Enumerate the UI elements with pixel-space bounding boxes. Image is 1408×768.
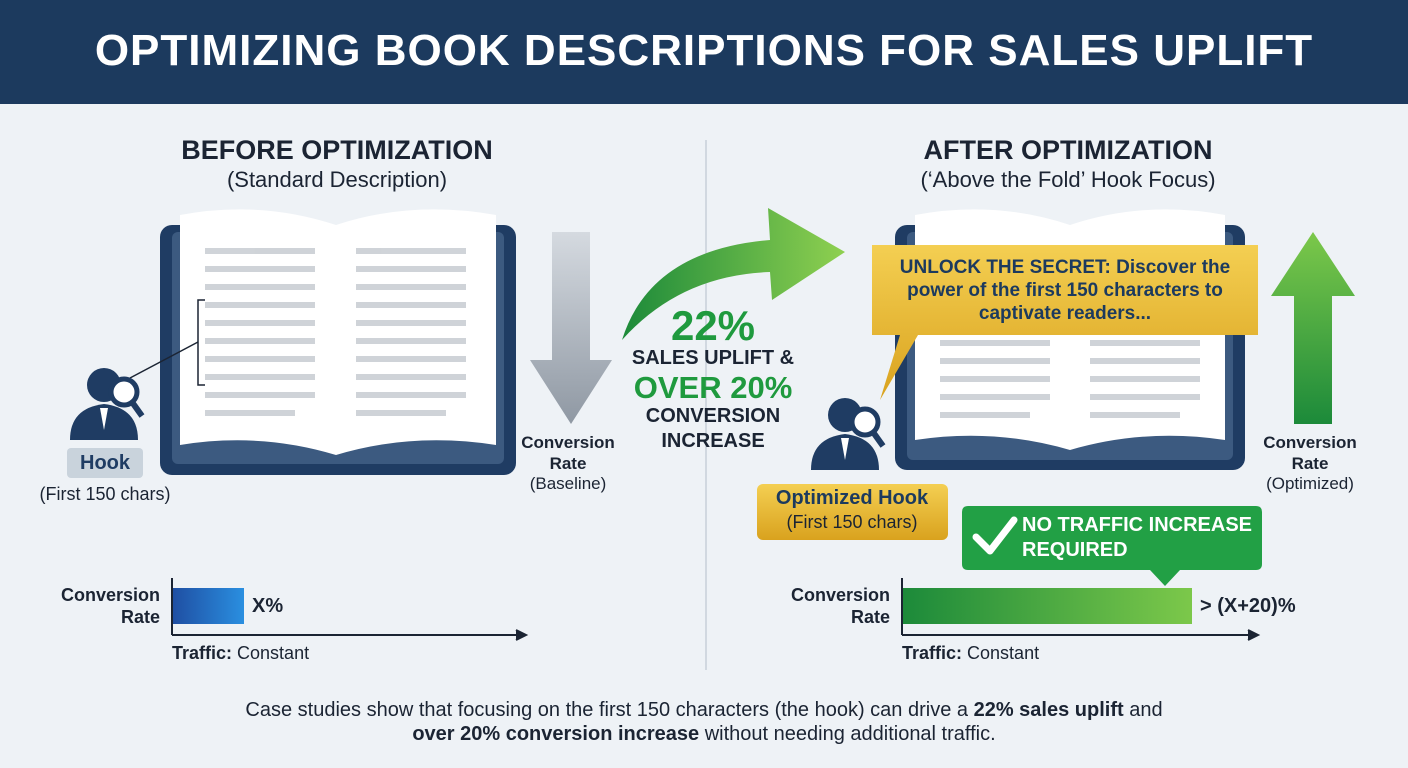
heading: AFTER OPTIMIZATION: [923, 135, 1213, 165]
chart-x-label: Traffic: Constant: [902, 643, 1039, 664]
arrow-note: (Optimized): [1266, 474, 1354, 493]
bar-after: [903, 588, 1192, 624]
chart-y-label: Conversion Rate: [60, 585, 160, 627]
down-arrow: [530, 232, 612, 424]
footer-emphasis: over 20% conversion increase: [412, 723, 700, 745]
person-icon: [811, 398, 886, 470]
up-arrow: [1271, 232, 1355, 424]
callout-text: UNLOCK THE SECRET: Discover the power of…: [899, 257, 1231, 324]
x-value: Constant: [237, 643, 310, 663]
axes-after: [901, 578, 1261, 641]
chart-x-label: Traffic: Constant: [172, 643, 309, 664]
footer-emphasis: 22% sales uplift: [973, 699, 1124, 721]
header-band: [0, 0, 1408, 104]
hook-label: Hook: [80, 452, 130, 474]
person-icon: [70, 368, 145, 440]
arrow-label: Conversion Rate: [521, 433, 615, 473]
badge: [962, 506, 1262, 586]
subheading: (Standard Description): [226, 167, 448, 192]
hook-box: [67, 448, 143, 478]
footer-text: without needing additional traffic.: [699, 723, 996, 745]
x-label: Traffic:: [902, 643, 963, 663]
hook-note: (First 150 chars): [39, 484, 171, 504]
uplift-label: SALES UPLIFT &: [631, 347, 795, 369]
uplift-arrow: [622, 208, 845, 340]
optimized-hook-box: [757, 484, 948, 540]
subheading: (‘Above the Fold’ Hook Focus): [920, 167, 1216, 192]
footer-text: and: [1123, 699, 1163, 721]
footer-text: Case studies show that focusing on the f…: [245, 699, 974, 721]
footer: Case studies show that focusing on the f…: [234, 698, 1174, 746]
uplift-value: 22%: [670, 302, 756, 349]
book-before: [129, 209, 516, 475]
x-label: Traffic:: [172, 643, 233, 663]
hook-note: (First 150 chars): [786, 512, 918, 532]
arrow-label: Conversion Rate: [1263, 433, 1357, 473]
x-value: Constant: [967, 643, 1040, 663]
conversion-value: OVER 20%: [633, 370, 793, 405]
chart-value-label: X%: [252, 595, 284, 617]
badge-text: NO TRAFFIC INCREASE REQUIRED: [1022, 514, 1252, 561]
heading: BEFORE OPTIMIZATION: [181, 135, 493, 165]
chart-y-label: Conversion Rate: [790, 585, 890, 627]
conversion-label: CONVERSION INCREASE: [645, 405, 781, 452]
title: OPTIMIZING BOOK DESCRIPTIONS FOR SALES U…: [94, 26, 1314, 75]
arrow-note: (Baseline): [529, 474, 607, 493]
check-icon: [972, 516, 1018, 555]
bar-before: [173, 588, 244, 624]
chart-value-label: > (X+20)%: [1200, 595, 1296, 617]
callout-banner: [872, 245, 1258, 400]
hook-label: Optimized Hook: [775, 487, 929, 509]
axes-before: [171, 578, 529, 641]
